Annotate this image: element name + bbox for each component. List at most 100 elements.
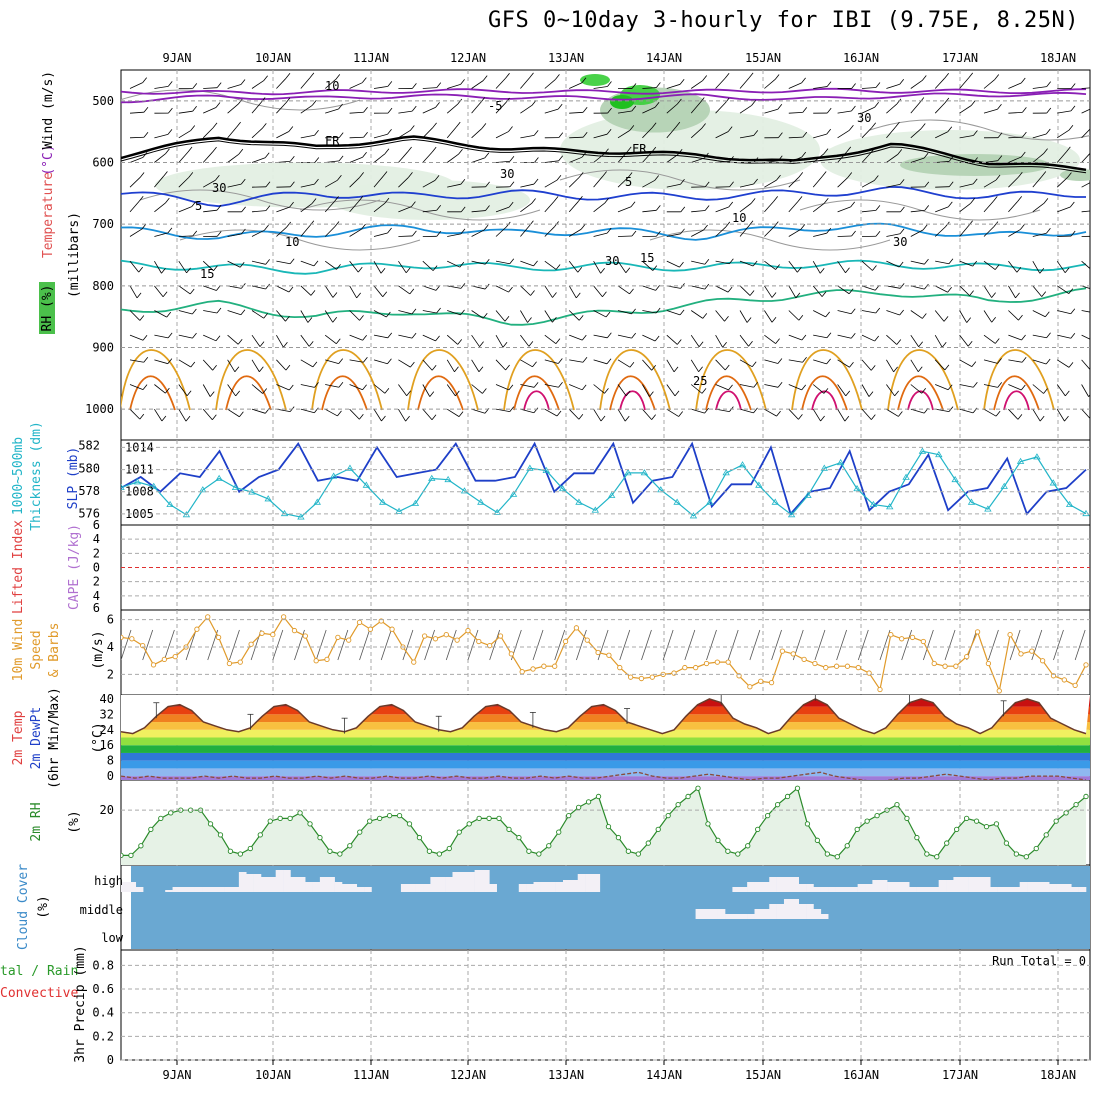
wind-barb-flag (1021, 334, 1026, 341)
temp-color-band (121, 706, 1090, 715)
rh2m-marker (605, 823, 612, 830)
wind-barb-flag (167, 81, 173, 87)
thickness-marker (755, 481, 763, 488)
wind-barb (178, 206, 192, 213)
temp-color-band (121, 776, 1090, 780)
wind-barb (812, 285, 823, 297)
dewpoint-line (121, 771, 1087, 780)
thickness-marker (362, 481, 371, 488)
wind-barb (642, 87, 657, 89)
wind-barb (349, 310, 360, 321)
wind-barb (447, 183, 461, 188)
wind-barb (739, 310, 748, 323)
wind-barb-flag (629, 361, 635, 368)
rh2m-marker (297, 810, 303, 816)
wind-barb-flag (261, 123, 267, 129)
wind-barb (520, 203, 532, 213)
rh2m-marker (774, 802, 781, 808)
wind-barb (568, 408, 580, 420)
wind-barb (983, 359, 998, 364)
wind-barb (935, 260, 950, 265)
wind-barb (813, 133, 827, 139)
wind-barb-flag (485, 205, 490, 211)
wind-barb-flag (948, 181, 954, 187)
wind-barb-flag (656, 205, 661, 211)
slp-label: SLP (mb) (66, 447, 81, 510)
wind-barb (251, 80, 264, 89)
wind-barb-flag (290, 181, 295, 188)
isotherm-30 (897, 375, 944, 411)
wind-barb-flag (801, 334, 807, 341)
wind-barb (520, 260, 534, 267)
wind-barb-flag (1039, 268, 1045, 274)
wind-barb (861, 384, 870, 397)
run-total-label: Run Total = 0 (992, 954, 1086, 968)
wind-barb-flag (871, 414, 876, 420)
wind-barb-flag (973, 382, 978, 388)
thickness-marker (722, 469, 730, 476)
wind-barb-flag (167, 358, 173, 364)
cloud-bar-high (791, 877, 800, 892)
x-tick-label-bottom: 13JAN (548, 1068, 584, 1082)
rh2m-marker (1033, 845, 1039, 852)
wind-barb (1008, 229, 1021, 237)
wind10m-marker (1039, 658, 1046, 664)
wind-barb (1008, 176, 1019, 188)
wind10m-marker (270, 632, 276, 638)
x-tick-label-top: 18JAN (1040, 51, 1076, 65)
wind-barb-flag (948, 258, 954, 265)
wind-barb-flag (332, 292, 338, 298)
cloud-bar-high (216, 887, 225, 892)
wind-barb (739, 135, 754, 139)
wind-barb (471, 210, 486, 213)
wind-barb-flag (310, 290, 316, 296)
wind-barb-flag (531, 198, 536, 204)
wind-barb-flag (259, 366, 264, 373)
wind-barb-flag (142, 152, 148, 158)
cloud-bar-high (408, 884, 416, 892)
cloud-bar-middle (783, 899, 792, 919)
wind-barb-flag (166, 311, 172, 318)
wind-barb (544, 79, 556, 89)
thickness-marker (215, 474, 223, 481)
wind-barb (1056, 384, 1066, 397)
wind-barb (691, 285, 705, 290)
wind-barb-flag (143, 357, 149, 363)
thickness-marker (836, 458, 845, 466)
wind-barb (154, 359, 168, 365)
wind-barb-flag (850, 332, 856, 339)
cloud-bar-high (592, 874, 601, 892)
wind10m-marker (606, 652, 612, 658)
wind10m-marker (844, 663, 851, 669)
cloud-bar-high (747, 882, 755, 892)
wind-barb (593, 334, 608, 339)
wind-barb (617, 408, 626, 422)
wind-barb-10m (597, 629, 609, 661)
wind-barb (1081, 384, 1089, 397)
wind-barb-flag (947, 126, 953, 132)
wind-barb (788, 285, 797, 299)
wind-barb-flag (288, 126, 294, 132)
wind-barb-flag (826, 128, 832, 135)
wind-barb-flag (192, 308, 197, 315)
rh2m-marker (685, 793, 691, 800)
wind-barb-10m (641, 629, 652, 661)
y-tick-label: 0.4 (92, 1006, 114, 1020)
x-tick-label-bottom: 15JAN (745, 1068, 781, 1082)
wind-barb-flag (649, 391, 654, 397)
wind-barb (959, 105, 972, 114)
wind-barb (1008, 136, 1023, 139)
wind-barb (178, 334, 193, 339)
wind-barb-flag (142, 335, 148, 341)
wind-barb-flag (995, 174, 1001, 181)
wind-barb-flag (168, 107, 173, 114)
wind-barb (544, 334, 557, 344)
cloud-bar-high (540, 882, 549, 892)
wind10m-marker (302, 633, 308, 639)
wind-barb (178, 110, 193, 114)
wind-barb-flag (434, 175, 440, 181)
cloud-bar-high (1012, 887, 1021, 892)
wind-barb-10m (250, 629, 262, 661)
thickness-marker (297, 513, 305, 520)
wind-barb-flag (459, 261, 465, 268)
